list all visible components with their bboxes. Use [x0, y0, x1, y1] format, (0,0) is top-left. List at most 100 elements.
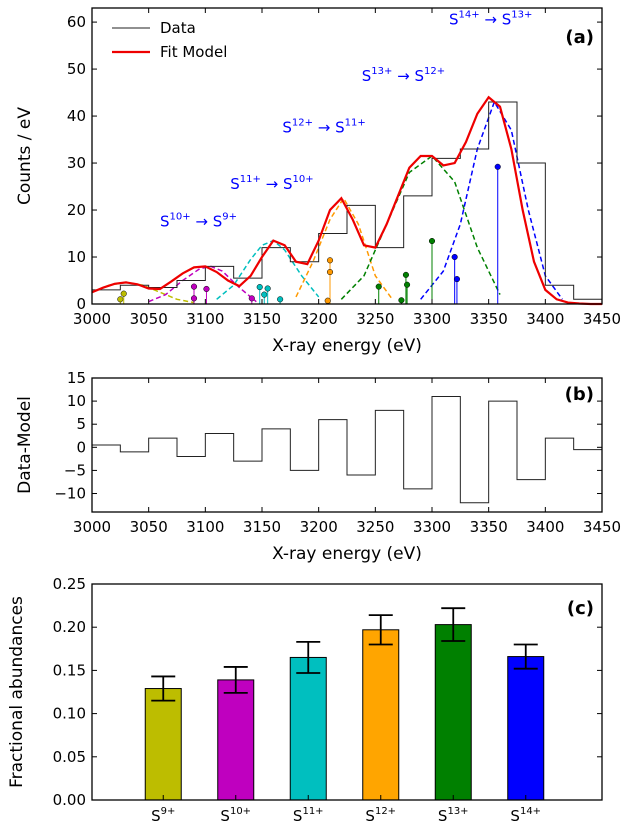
y-tick-label-a-5: 50	[67, 60, 86, 78]
y-tick-label-b-2: 5	[76, 415, 86, 433]
panel-c: S9+ S10+ S11+ S12+ S13+ S14+0.000.050.100.150…	[7, 575, 603, 825]
transition-lower-0: 9+	[222, 211, 237, 222]
bar-1	[217, 679, 255, 801]
x-tick-label-a-0: 3000	[73, 310, 111, 328]
category-label-0-base: S	[151, 807, 161, 825]
transition-upper-3: 13+	[371, 66, 392, 77]
transition-upper-1: 11+	[240, 174, 261, 185]
stem-marker-5-0	[451, 253, 458, 261]
x-tick-label-b-0: 3000	[73, 518, 111, 536]
bar-2	[289, 656, 327, 801]
transition-base-4: S	[449, 10, 459, 28]
category-label-0: S9+	[151, 806, 175, 825]
stem-marker-3-1	[326, 269, 334, 276]
plot-frame-a	[91, 7, 603, 305]
transition-arrow-1: → S	[261, 175, 293, 193]
transition-base-2: S	[282, 119, 292, 137]
y-tick-label-c-0: 0.00	[53, 791, 86, 809]
bar-0	[144, 688, 182, 801]
stem-marker-3-0	[326, 257, 334, 264]
category-label-0-sup: 9+	[161, 806, 176, 817]
stem-marker-1-2	[203, 285, 210, 293]
y-tick-label-b-0: 15	[67, 369, 86, 387]
category-label-4-base: S	[438, 807, 448, 825]
x-axis-label-b: X-ray energy (eV)	[272, 544, 422, 564]
stem-marker-2-3	[277, 296, 284, 303]
x-tick-label-b-6: 3300	[413, 518, 451, 536]
component-curve-3	[295, 196, 393, 300]
transition-label-2: S12+ → S11+	[282, 118, 365, 137]
stem-marker-2-2	[264, 285, 271, 292]
residual-series-line	[92, 395, 603, 504]
transition-arrow-4: → S	[480, 10, 512, 28]
transition-label-4: S14+ → S13+	[449, 9, 532, 28]
category-label-4: S13+	[438, 806, 469, 825]
category-label-5: S14+	[510, 806, 541, 825]
y-tick-label-b-3: 0	[76, 438, 86, 456]
panel-label-c: (c)	[567, 598, 594, 619]
transition-base-3: S	[362, 67, 372, 85]
category-label-4-sup: 13+	[447, 806, 468, 817]
stem-marker-1-3	[248, 295, 255, 302]
category-label-2-base: S	[293, 807, 303, 825]
bar-3	[362, 629, 400, 801]
x-tick-label-a-4: 3200	[300, 310, 338, 328]
transition-lower-1: 10+	[293, 174, 314, 185]
category-label-5-base: S	[510, 807, 520, 825]
transition-lower-3: 12+	[424, 66, 445, 77]
panel-label-a: (a)	[565, 27, 594, 48]
transition-upper-2: 12+	[292, 118, 313, 129]
panel-label-b: (b)	[565, 384, 594, 405]
x-tick-label-b-2: 3100	[186, 518, 224, 536]
y-axis-label-a: Counts / eV	[15, 107, 35, 205]
category-label-1-sup: 10+	[230, 806, 251, 817]
y-tick-label-b-1: 10	[67, 392, 86, 410]
y-tick-label-a-4: 40	[67, 107, 86, 125]
y-tick-label-c-1: 0.05	[53, 748, 86, 766]
x-tick-label-a-9: 3450	[583, 310, 621, 328]
panel-b: 3000 3050 3100 3150 3200 3250 3300 3350 3400 3450…	[15, 369, 621, 564]
bar-5	[507, 656, 545, 801]
y-tick-label-a-0: 0	[76, 295, 86, 313]
stem-marker-4-2	[402, 271, 409, 278]
y-tick-label-c-2: 0.10	[53, 705, 86, 723]
stem-marker-4-1	[398, 297, 405, 304]
stem-marker-5-2	[494, 163, 501, 170]
stem-marker-4-4	[428, 237, 436, 245]
x-tick-label-b-3: 3150	[243, 518, 281, 536]
category-label-1: S10+	[220, 806, 251, 825]
transition-base-0: S	[160, 212, 170, 230]
transition-lower-2: 11+	[345, 118, 366, 129]
x-tick-label-a-3: 3150	[243, 310, 281, 328]
category-label-3-base: S	[365, 807, 375, 825]
transition-base-1: S	[230, 175, 240, 193]
x-tick-label-b-9: 3450	[583, 518, 621, 536]
transition-lower-4: 13+	[511, 9, 532, 20]
y-tick-label-a-3: 30	[67, 154, 86, 172]
panel-a: 3000 3050 3100 3150 3200 3250 3300 3350 3400 3450…	[15, 7, 621, 356]
y-tick-label-a-6: 60	[67, 13, 86, 31]
stem-marker-2-0	[256, 284, 263, 291]
stem-marker-5-1	[453, 276, 460, 283]
x-tick-label-a-6: 3300	[413, 310, 451, 328]
y-axis-label-c: Fractional abundances	[7, 596, 27, 788]
x-axis-label-a: X-ray energy (eV)	[272, 336, 422, 356]
fit-model-line	[91, 95, 602, 306]
x-tick-label-a-2: 3100	[186, 310, 224, 328]
component-curve-5	[420, 100, 563, 300]
component-curve-4	[340, 154, 501, 300]
x-tick-label-a-8: 3400	[526, 310, 564, 328]
transition-upper-4: 14+	[459, 9, 480, 20]
y-tick-label-a-1: 10	[67, 248, 86, 266]
category-label-5-sup: 14+	[520, 806, 541, 817]
category-label-2: S11+	[293, 806, 324, 825]
legend-fit-label: Fit Model	[160, 43, 227, 61]
data-series-line	[92, 101, 603, 302]
category-label-3: S12+	[365, 806, 396, 825]
x-tick-label-a-7: 3350	[470, 310, 508, 328]
transition-label-3: S13+ → S12+	[362, 66, 445, 85]
x-tick-label-b-5: 3250	[356, 518, 394, 536]
y-tick-label-c-3: 0.15	[53, 661, 86, 679]
y-tick-label-a-2: 20	[67, 201, 86, 219]
